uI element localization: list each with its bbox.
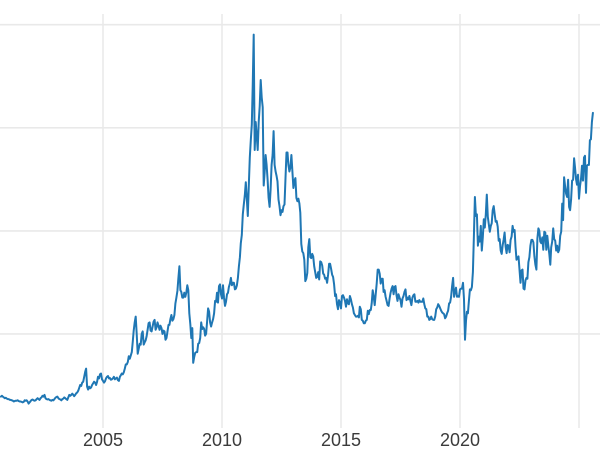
price-line (0, 33, 594, 405)
x-tick-label-2010: 2010 (202, 430, 242, 450)
x-tick-label-2020: 2020 (440, 430, 480, 450)
x-tick-label-2005: 2005 (83, 430, 123, 450)
series-layer (0, 33, 594, 405)
x-axis-labels-layer: 2005 2010 2015 2020 (83, 430, 480, 450)
x-tick-label-2015: 2015 (321, 430, 361, 450)
gridlines-layer (0, 14, 600, 428)
